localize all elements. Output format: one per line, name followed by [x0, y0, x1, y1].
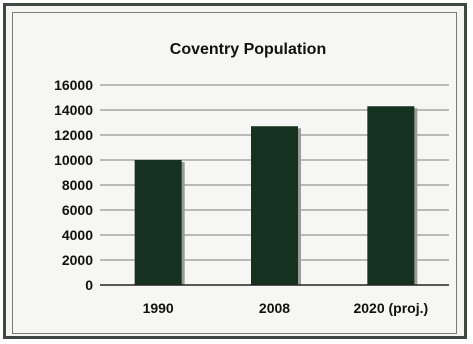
y-tick-label: 0: [85, 277, 93, 293]
y-tick-label: 10000: [54, 152, 93, 168]
y-tick-label: 2000: [62, 252, 93, 268]
y-tick-label: 4000: [62, 227, 93, 243]
y-axis-ticks: 0 2000 4000 6000 8000 10000 12000 14000 16000: [54, 77, 93, 293]
bars: [134, 106, 418, 285]
x-axis-labels: 1990 2008 2020 (proj.): [143, 300, 429, 316]
x-category-label: 2020 (proj.): [353, 300, 428, 316]
bar-1990: [134, 160, 182, 285]
y-tick-label: 16000: [54, 77, 93, 93]
chart-title: Coventry Population: [170, 41, 326, 58]
y-tick-label: 8000: [62, 177, 93, 193]
y-tick-label: 6000: [62, 202, 93, 218]
bar-2008: [251, 126, 298, 285]
x-category-label: 1990: [143, 300, 174, 316]
x-category-label: 2008: [259, 300, 290, 316]
y-tick-label: 14000: [54, 102, 93, 118]
bar-2020-proj: [367, 106, 415, 285]
y-tick-label: 12000: [54, 127, 93, 143]
